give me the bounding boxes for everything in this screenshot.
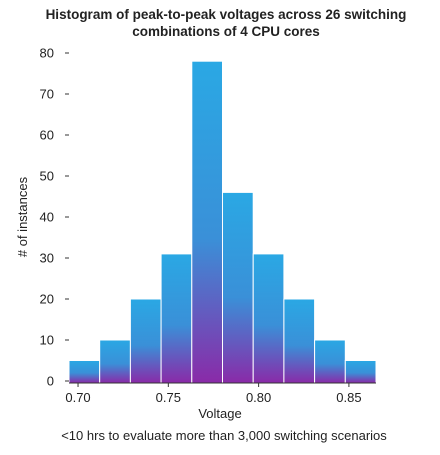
x-axis: 0.70 0.75 0.80 0.85 — [65, 382, 376, 405]
histogram-bar — [68, 360, 101, 384]
x-tick-label: 0.75 — [156, 390, 181, 405]
histogram-bar — [191, 60, 224, 384]
bars-layer — [68, 60, 377, 384]
x-tick-label: 0.85 — [336, 390, 361, 405]
y-tick-label: 60 — [40, 128, 54, 143]
y-tick-label: 30 — [40, 251, 54, 266]
histogram-bar — [99, 339, 131, 384]
y-axis-label: # of instances — [15, 176, 30, 257]
chart-title-line-2: combinations of 4 CPU cores — [132, 24, 320, 39]
y-tick-label: 10 — [40, 333, 54, 348]
chart-caption: <10 hrs to evaluate more than 3,000 swit… — [61, 428, 387, 443]
histogram-bar — [314, 339, 346, 384]
x-tick-label: 0.80 — [246, 390, 271, 405]
y-tick-label: 70 — [40, 87, 54, 102]
y-tick-label: 80 — [40, 46, 54, 61]
y-tick-label: 20 — [40, 292, 54, 307]
histogram-bar — [283, 298, 316, 384]
y-tick-label: 0 — [47, 374, 54, 389]
histogram-bar — [160, 253, 193, 384]
y-tick-label: 40 — [40, 210, 54, 225]
chart-title-line-1: Histogram of peak-to-peak voltages acros… — [46, 7, 407, 22]
x-axis-label: Voltage — [198, 406, 241, 421]
histogram-bar — [129, 298, 162, 384]
histogram-bar — [344, 360, 377, 384]
histogram-bar — [222, 191, 254, 384]
x-tick-label: 0.70 — [65, 390, 90, 405]
y-tick-label: 50 — [40, 169, 54, 184]
histogram-bar — [252, 253, 285, 384]
y-axis: 0 10 20 30 40 50 60 70 80 — [40, 46, 69, 389]
